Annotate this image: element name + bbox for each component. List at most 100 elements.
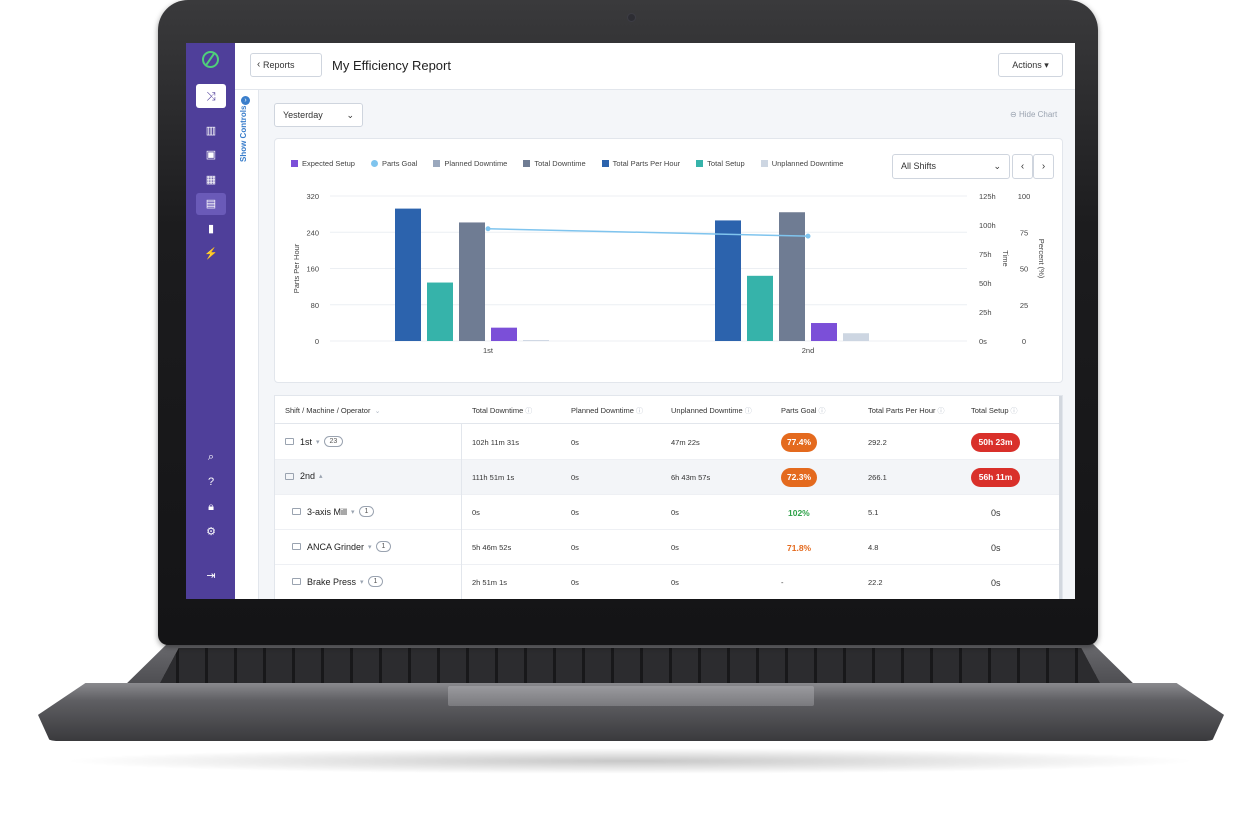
table-row[interactable]: 1st ▾ 23 102h 11m 31s 0s 47m 22s 77.4% 2… <box>275 425 1062 460</box>
legend-item[interactable]: Total Parts Per Hour <box>601 159 681 168</box>
actions-button[interactable]: Actions ▾ <box>998 53 1063 77</box>
unplanned-downtime-cell: 0s <box>671 578 679 587</box>
parts-goal-point <box>485 226 491 232</box>
planned-downtime-cell: 0s <box>571 543 579 552</box>
col-header-parts-goal[interactable]: Parts Goal ⓘ <box>781 406 826 415</box>
parts-per-hour-cell: 5.1 <box>868 508 879 517</box>
row-name: 3-axis Mill ▾ 1 <box>292 506 375 517</box>
time-tick-label: 75h <box>979 250 992 259</box>
parts-per-hour-cell: 266.1 <box>868 473 887 482</box>
time-tick-label: 125h <box>979 192 996 201</box>
back-to-reports-button[interactable]: ‹ Reports <box>250 53 322 77</box>
period-select[interactable]: Yesterday ⌄ <box>274 103 363 127</box>
factory-icon[interactable]: ▥ <box>205 125 217 137</box>
percent-tick-label: 100 <box>1018 192 1031 201</box>
bar <box>491 327 517 341</box>
col-header-parts-per-hour[interactable]: Total Parts Per Hour ⓘ <box>868 406 945 415</box>
legend-swatch <box>696 160 704 167</box>
chevron-down-icon[interactable]: ▾ <box>368 543 372 551</box>
legend-item[interactable]: Total Downtime <box>523 159 586 168</box>
count-badge: 1 <box>358 506 375 517</box>
table-row[interactable]: 3-axis Mill ▾ 1 0s 0s 0s 102% 5.1 0s <box>275 495 1062 530</box>
planned-downtime-cell: 0s <box>571 508 579 517</box>
gear-icon[interactable]: ⚙ <box>206 526 216 538</box>
y-tick-label: 0 <box>315 337 319 346</box>
col-header-total-downtime[interactable]: Total Downtime ⓘ <box>472 406 533 415</box>
y-tick-label: 80 <box>311 301 319 310</box>
machine-icon <box>292 578 301 585</box>
legend-swatch <box>601 160 609 167</box>
help-icon[interactable]: ? <box>207 476 215 488</box>
col-header-planned-downtime[interactable]: Planned Downtime ⓘ <box>571 406 643 415</box>
search-icon[interactable]: ⌕ <box>207 451 215 463</box>
prev-shift-button[interactable]: ‹ <box>1012 154 1033 179</box>
percent-tick-label: 75 <box>1020 228 1028 237</box>
sidebar: ⤨ ▥ ▣ ▦ ▤ ▮ ⚡ ⌕ ? 🔒︎ ⚙ ⇥ <box>186 43 235 599</box>
legend-item[interactable]: Planned Downtime <box>433 159 507 168</box>
time-tick-label: 25h <box>979 308 992 317</box>
col-header-total-setup[interactable]: Total Setup ⓘ <box>971 406 1018 415</box>
chart-legend: Expected Setup Parts Goal Planned Downtime… <box>291 159 859 168</box>
chevron-up-icon[interactable]: ▴ <box>319 473 323 480</box>
percent-tick-label: 0 <box>1022 337 1026 346</box>
calendar-icon[interactable]: ▦ <box>205 174 217 186</box>
bar <box>523 340 549 341</box>
logout-icon[interactable]: ⇥ <box>206 570 216 582</box>
unplanned-downtime-cell: 47m 22s <box>671 438 700 447</box>
legend-item[interactable]: Unplanned Downtime <box>760 159 843 168</box>
lightning-icon[interactable]: ⚡ <box>204 248 218 260</box>
shift-icon <box>285 438 294 445</box>
col-header-shift[interactable]: Shift / Machine / Operator ⌄ <box>285 406 381 415</box>
next-shift-button[interactable]: › <box>1033 154 1054 179</box>
legend-label: Parts Goal <box>381 159 418 168</box>
table-row[interactable]: 2nd ▴ 111h 51m 1s 0s 6h 43m 57s 72.3% 26… <box>275 460 1062 495</box>
period-value: Yesterday <box>283 110 323 120</box>
info-icon: ⓘ <box>818 408 826 415</box>
unplanned-downtime-cell: 0s <box>671 508 679 517</box>
lock-icon[interactable]: 🔒︎ <box>208 501 214 513</box>
total-downtime-cell: 111h 51m 1s <box>472 473 515 482</box>
row-name: Brake Press ▾ 1 <box>292 576 384 587</box>
planned-downtime-cell: 0s <box>571 438 579 447</box>
shift-select[interactable]: All Shifts ⌄ <box>892 154 1010 179</box>
legend-item[interactable]: Parts Goal <box>370 159 418 168</box>
report-icon[interactable]: ▤ <box>196 193 226 215</box>
chevron-down-icon: ⌄ <box>346 110 354 120</box>
legend-swatch <box>760 160 768 167</box>
app-screen: ⤨ ▥ ▣ ▦ ▤ ▮ ⚡ ⌕ ? 🔒︎ ⚙ ⇥ ‹ Reports My Ef… <box>186 43 1075 599</box>
shuffle-icon[interactable]: ⤨ <box>196 84 226 108</box>
legend-item[interactable]: Expected Setup <box>291 159 355 168</box>
chevron-down-icon[interactable]: ▾ <box>360 578 364 586</box>
time-tick-label: 100h <box>979 221 996 230</box>
info-icon: ⓘ <box>744 408 752 415</box>
table-row[interactable]: Brake Press ▾ 1 2h 51m 1s 0s 0s - 22.2 0… <box>275 565 1062 599</box>
col-header-unplanned-downtime[interactable]: Unplanned Downtime ⓘ <box>671 406 752 415</box>
parts-goal-point <box>805 233 811 239</box>
show-controls-toggle[interactable]: › Show Controls <box>235 90 259 599</box>
chevron-down-icon[interactable]: ▾ <box>351 508 355 516</box>
chevron-left-icon: ‹ <box>257 59 261 70</box>
bar-chart-icon[interactable]: ▮ <box>207 223 215 235</box>
bar <box>459 222 485 341</box>
machine-icon[interactable]: ▣ <box>205 149 217 161</box>
parts-goal-cell: 102% <box>788 508 810 518</box>
unplanned-downtime-cell: 0s <box>671 543 679 552</box>
count-badge: 1 <box>367 576 384 587</box>
legend-label: Total Setup <box>707 159 745 168</box>
table-row[interactable]: ANCA Grinder ▾ 1 5h 46m 52s 0s 0s 71.8% … <box>275 530 1062 565</box>
header-bar: ‹ Reports My Efficiency Report Actions ▾ <box>235 43 1075 90</box>
row-name: 1st ▾ 23 <box>285 436 344 447</box>
table-scrollbar[interactable] <box>1059 396 1062 599</box>
y-tick-label: 240 <box>306 228 319 237</box>
efficiency-table: Shift / Machine / Operator ⌄ Total Downt… <box>274 395 1063 599</box>
legend-item[interactable]: Total Setup <box>696 159 745 168</box>
machine-icon <box>292 508 301 515</box>
bar <box>747 275 773 341</box>
planned-downtime-cell: 0s <box>571 578 579 587</box>
hide-chart-link[interactable]: ⊖ Hide Chart <box>1010 110 1057 119</box>
parts-per-hour-cell: 22.2 <box>868 578 883 587</box>
chevron-down-icon[interactable]: ▾ <box>316 438 320 446</box>
legend-label: Total Parts Per Hour <box>612 159 681 168</box>
info-icon: ⓘ <box>635 408 643 415</box>
